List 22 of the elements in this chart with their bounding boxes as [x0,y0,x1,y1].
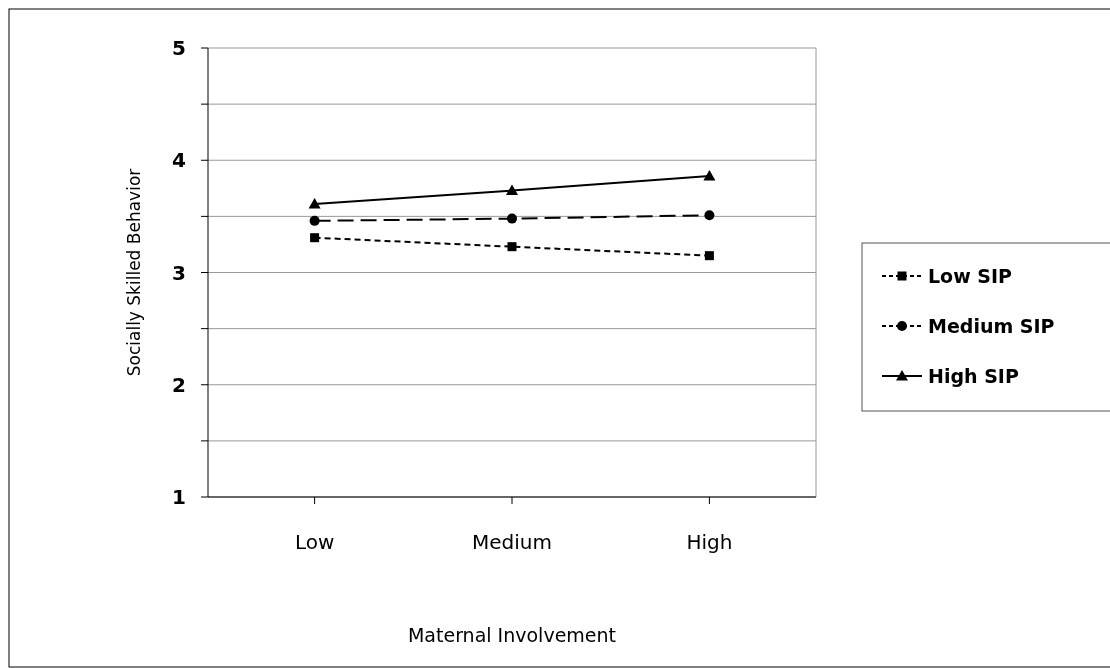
point [310,233,320,243]
y-axis-title: Socially Skilled Behavior [124,168,144,377]
point [507,242,517,252]
x-axis-title: Maternal Involvement [407,624,617,646]
point [704,210,715,221]
legend-label: Low SIP [928,264,1013,287]
y-tick-label: 3 [172,260,186,285]
point [309,215,320,226]
point [308,198,321,209]
point [704,251,714,261]
y-tick-label: 2 [172,372,186,397]
x-tick-label: High [686,530,733,554]
y-tick-label: 1 [172,485,186,509]
y-tick-label: 4 [172,148,186,173]
legend-label: High SIP [928,364,1019,387]
x-tick-label: Medium [472,530,552,554]
x-tick-label: Low [294,530,335,554]
legend-label: Medium SIP [928,314,1055,337]
point [507,213,517,224]
point [506,184,518,196]
point [703,169,716,181]
y-tick-label: 5 [172,36,186,60]
